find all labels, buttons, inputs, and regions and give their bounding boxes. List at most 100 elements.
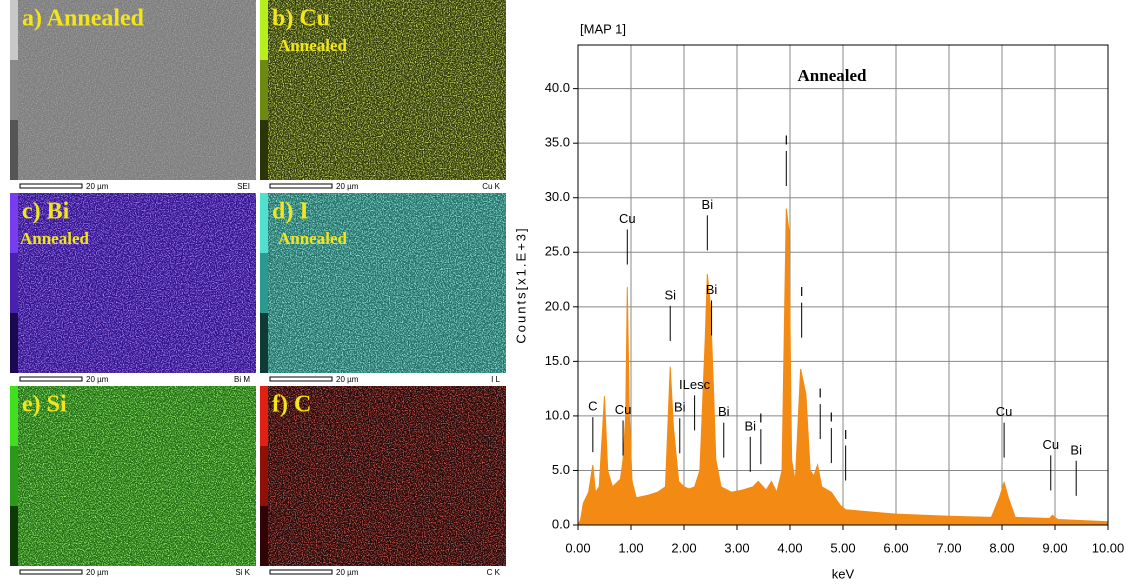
peak-label: Si — [664, 287, 676, 302]
signal-text: I L — [491, 375, 500, 384]
x-tick-label: 2.00 — [671, 540, 696, 555]
x-tick-label: 6.00 — [883, 540, 908, 555]
scale-text: 20 µm — [86, 375, 109, 384]
map-noise — [10, 0, 256, 180]
color-bar — [10, 506, 18, 566]
map-noise — [10, 386, 256, 566]
scale-bar — [19, 569, 83, 575]
y-tick-label: 0.0 — [552, 516, 570, 531]
map-subtitle: Annealed — [278, 36, 348, 55]
scale-strip — [260, 566, 506, 578]
peak-label: I — [784, 132, 788, 147]
signal-text: SEI — [237, 182, 250, 191]
scale-strip — [10, 180, 256, 192]
color-bar — [260, 120, 268, 180]
peak-label: C — [588, 399, 597, 414]
y-tick-label: 5.0 — [552, 462, 570, 477]
peak-label: Bi — [744, 418, 756, 433]
y-tick-label: 25.0 — [545, 244, 570, 259]
y-tick-label: 10.0 — [545, 407, 570, 422]
color-bar — [10, 120, 18, 180]
color-bar — [260, 313, 268, 373]
annotation: Annealed — [798, 66, 868, 85]
peak-label: Bi — [674, 400, 686, 415]
peak-label: I — [818, 386, 822, 401]
peak-label: Bi — [702, 197, 714, 212]
x-tick-label: 7.00 — [936, 540, 961, 555]
color-bar — [260, 446, 268, 506]
x-tick-label: 0.00 — [565, 540, 590, 555]
signal-text: Bi M — [234, 375, 250, 384]
x-tick-label: 4.00 — [777, 540, 802, 555]
map-noise — [260, 386, 506, 566]
x-axis-label: keV — [832, 566, 855, 581]
color-bar — [10, 253, 18, 313]
map-subtitle: Annealed — [20, 229, 90, 248]
scale-bar — [269, 376, 333, 382]
chart-title: [MAP 1] — [580, 21, 626, 36]
peak-label: Cu — [619, 211, 636, 226]
map-label: e) Si — [22, 392, 67, 418]
scale-text: 20 µm — [336, 568, 359, 577]
y-tick-label: 35.0 — [545, 135, 570, 150]
x-tick-label: 10.00 — [1092, 540, 1125, 555]
scale-text: 20 µm — [336, 375, 359, 384]
peak-label: ILesc — [679, 377, 711, 392]
x-tick-label: 1.00 — [618, 540, 643, 555]
signal-text: Cu K — [482, 182, 500, 191]
peak-label: Cu — [615, 402, 632, 417]
map-noise — [260, 0, 506, 180]
color-bar — [260, 60, 268, 120]
scale-text: 20 µm — [336, 182, 359, 191]
scale-bar — [19, 376, 83, 382]
scale-strip — [10, 373, 256, 385]
scale-bar — [269, 183, 333, 189]
color-bar — [260, 253, 268, 313]
spectrum-area — [577, 208, 1109, 526]
scale-bar — [269, 569, 333, 575]
scale-bar — [19, 183, 83, 189]
scale-strip — [10, 566, 256, 578]
peak-label: I — [759, 411, 763, 426]
peak-label: Bi — [1070, 442, 1082, 457]
y-tick-label: 15.0 — [545, 353, 570, 368]
color-bar — [10, 0, 18, 60]
signal-text: C K — [487, 568, 501, 577]
peak-label: Bi — [706, 282, 718, 297]
map-label: c) Bi — [22, 199, 70, 225]
peak-label: I — [830, 410, 834, 425]
x-tick-label: 5.00 — [830, 540, 855, 555]
y-axis-label: Counts[x1.E+3] — [513, 226, 528, 343]
peak-label: Cu — [996, 404, 1013, 419]
color-bar — [260, 193, 268, 253]
scale-text: 20 µm — [86, 568, 109, 577]
map-label: f) C — [272, 392, 311, 418]
scale-strip — [260, 373, 506, 385]
map-noise — [260, 193, 506, 373]
color-bar — [260, 506, 268, 566]
peak-label: I — [844, 427, 848, 442]
color-bar — [10, 313, 18, 373]
scale-text: 20 µm — [86, 182, 109, 191]
y-tick-label: 30.0 — [545, 189, 570, 204]
scale-strip — [260, 180, 506, 192]
color-bar — [10, 446, 18, 506]
peak-label: Cu — [1042, 437, 1059, 452]
map-label: a) Annealed — [22, 6, 145, 32]
peak-label: I — [800, 284, 804, 299]
x-tick-label: 8.00 — [989, 540, 1014, 555]
color-bar — [10, 193, 18, 253]
plot-frame — [577, 44, 1109, 526]
y-tick-label: 20.0 — [545, 298, 570, 313]
y-tick-label: 40.0 — [545, 80, 570, 95]
map-label: d) I — [272, 199, 309, 225]
map-label: b) Cu — [272, 6, 330, 32]
color-bar — [260, 0, 268, 60]
color-bar — [10, 60, 18, 120]
color-bar — [260, 386, 268, 446]
color-bar — [10, 386, 18, 446]
x-tick-label: 9.00 — [1042, 540, 1067, 555]
peak-label: Bi — [718, 404, 730, 419]
x-tick-label: 3.00 — [724, 540, 749, 555]
